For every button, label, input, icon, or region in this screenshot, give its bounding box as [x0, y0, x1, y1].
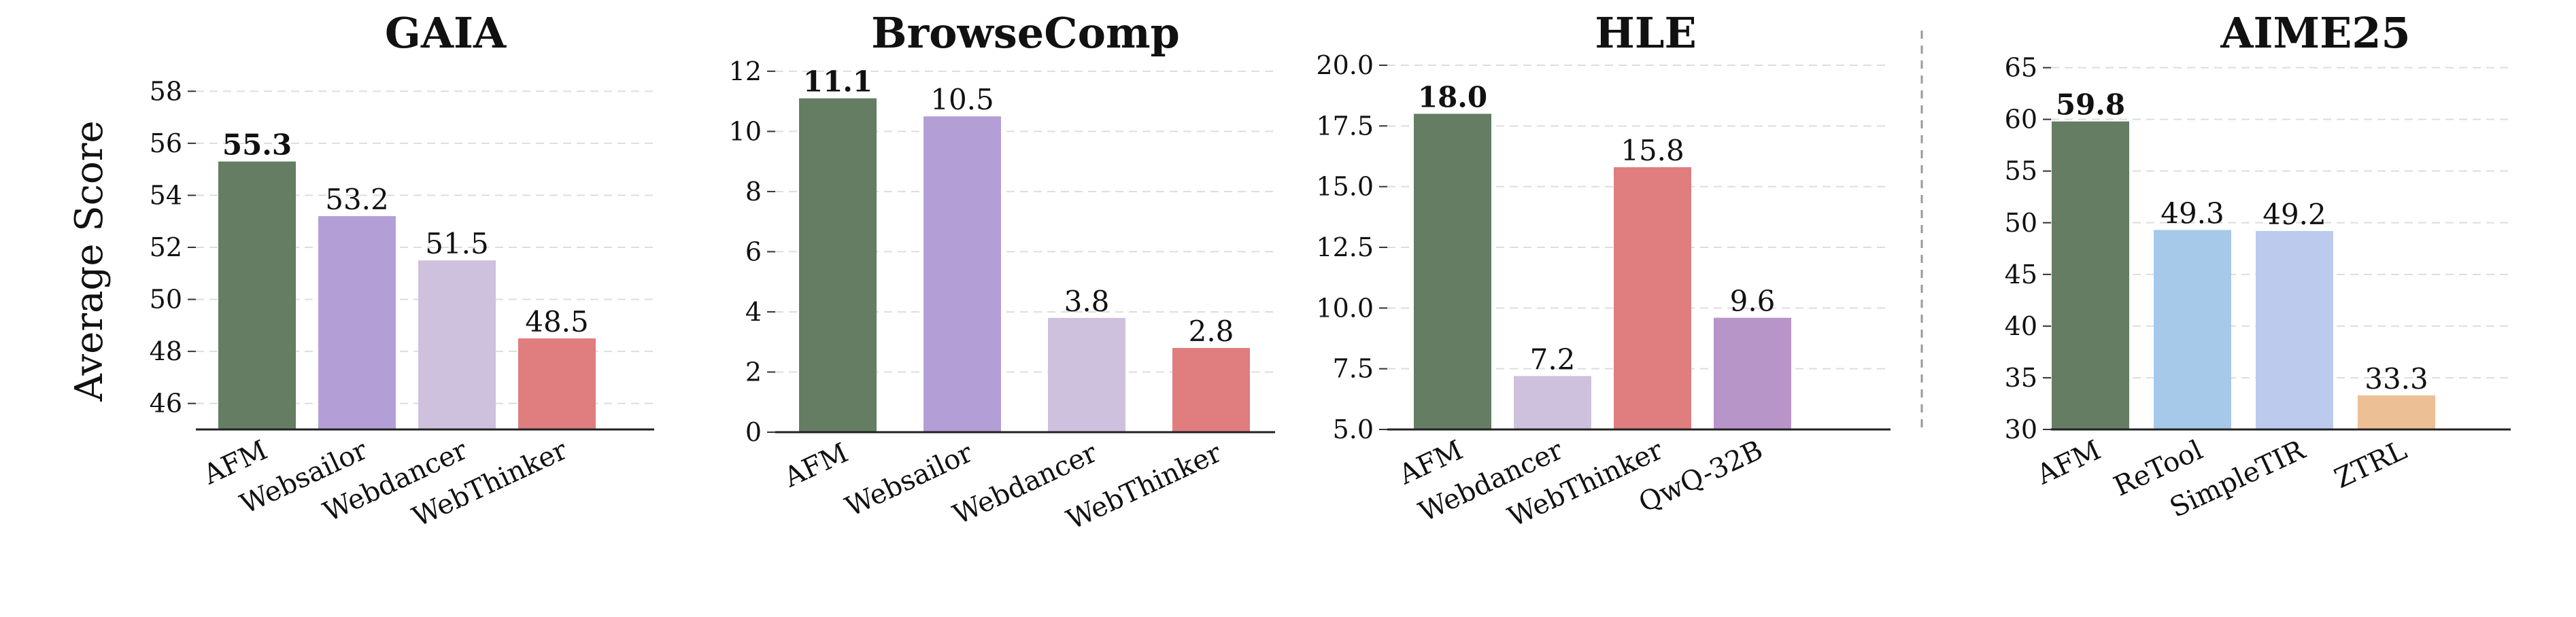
y-tick-label: 46: [150, 389, 182, 419]
y-tick-label: 12.5: [1316, 232, 1374, 262]
data-label: 51.5: [425, 227, 489, 260]
y-tick-label: 12: [729, 56, 762, 86]
bar: [799, 98, 877, 432]
bar: [218, 161, 296, 429]
y-tick-label: 0: [745, 417, 762, 447]
bar: [1414, 113, 1491, 429]
y-tick-label: 50: [150, 285, 182, 315]
data-label: 48.5: [525, 305, 589, 338]
bar: [418, 260, 496, 429]
data-label: 9.6: [1730, 285, 1776, 318]
y-tick-label: 45: [2005, 260, 2037, 289]
bar: [1048, 317, 1125, 432]
y-tick-label: 52: [150, 232, 182, 262]
chart-title: BrowseComp: [871, 8, 1180, 58]
y-tick-label: 48: [150, 336, 182, 366]
y-tick-label: 8: [745, 177, 762, 207]
bar: [318, 216, 396, 429]
y-tick-label: 50: [2005, 208, 2037, 238]
bar: [2052, 121, 2129, 429]
chart-title: HLE: [1595, 8, 1696, 58]
data-label: 18.0: [1418, 80, 1487, 113]
data-label: 55.3: [222, 128, 292, 162]
y-tick-label: 35: [2005, 363, 2037, 393]
x-tick-label: AFM: [779, 437, 853, 493]
data-label: 11.1: [803, 65, 872, 99]
bar: [923, 116, 1001, 432]
y-tick-label: 10: [729, 116, 762, 146]
y-tick-label: 6: [745, 236, 762, 266]
x-tick-label: ZTRL: [2330, 434, 2411, 495]
bar: [1714, 317, 1791, 429]
y-tick-label: 10.0: [1316, 293, 1374, 323]
chart-panel-3: AIME25303540455055606559.8AFM49.3ReTool4…: [2005, 8, 2511, 524]
data-label: 49.3: [2160, 196, 2224, 230]
chart-panels: GAIA4648505254565855.3AFM53.2Websailor51…: [150, 8, 2511, 536]
data-label: 33.3: [2365, 362, 2428, 395]
chart-panel-0: GAIA4648505254565855.3AFM53.2Websailor51…: [150, 8, 654, 533]
y-tick-label: 65: [2005, 53, 2037, 83]
chart-title: AIME25: [2220, 8, 2410, 58]
data-label: 10.5: [930, 83, 994, 116]
bar: [1614, 167, 1691, 429]
y-tick-label: 40: [2005, 311, 2037, 341]
bar: [1172, 348, 1250, 432]
chart-title: GAIA: [385, 8, 507, 58]
data-label: 59.8: [2056, 88, 2125, 122]
y-axis-label: Average Score: [67, 120, 112, 402]
data-label: 3.8: [1064, 285, 1110, 318]
data-label: 53.2: [325, 183, 389, 216]
data-label: 7.2: [1530, 342, 1576, 376]
y-tick-label: 15.0: [1316, 172, 1374, 202]
y-tick-label: 56: [150, 128, 182, 158]
data-label: 15.8: [1621, 134, 1684, 167]
x-tick-label: AFM: [2031, 434, 2105, 491]
y-tick-label: 58: [150, 76, 182, 106]
bar: [2256, 230, 2333, 429]
y-tick-label: 17.5: [1316, 111, 1374, 141]
y-tick-label: 4: [745, 297, 762, 327]
y-tick-label: 55: [2005, 156, 2037, 186]
bar: [518, 338, 596, 429]
bar: [2154, 230, 2231, 429]
y-tick-label: 30: [2005, 415, 2037, 444]
data-label: 49.2: [2263, 198, 2326, 231]
chart-panel-2: HLE5.07.510.012.515.017.520.018.0AFM7.2W…: [1316, 8, 1891, 533]
y-tick-label: 60: [2005, 105, 2037, 135]
bar: [2358, 395, 2435, 429]
y-tick-label: 20.0: [1316, 50, 1374, 80]
y-tick-label: 5.0: [1333, 415, 1374, 444]
y-tick-label: 7.5: [1333, 354, 1374, 384]
y-tick-label: 54: [150, 180, 182, 210]
data-label: 2.8: [1189, 315, 1234, 348]
y-tick-label: 2: [745, 357, 762, 387]
bar: [1514, 376, 1591, 429]
